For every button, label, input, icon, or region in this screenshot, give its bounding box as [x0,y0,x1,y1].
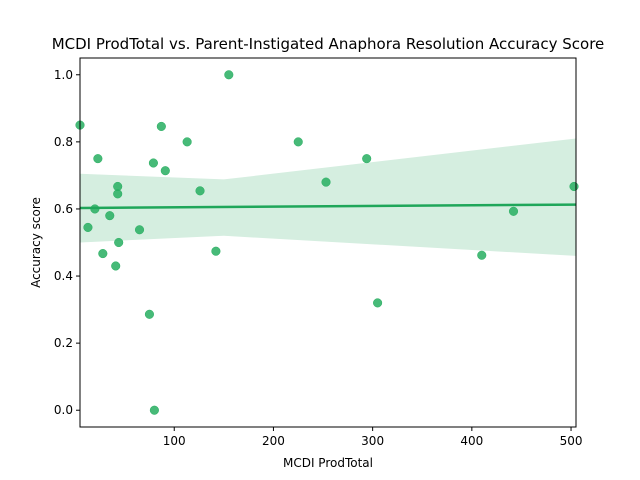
y-axis-label: Accuracy score [29,197,43,288]
data-point-23 [362,154,372,164]
y-tick-label: 0.8 [54,135,73,149]
data-point-21 [293,137,303,147]
data-point-15 [156,121,166,131]
data-point-12 [144,309,154,319]
y-axis: 0.0 0.2 0.4 0.6 0.8 1.0 [54,68,80,417]
data-point-17 [182,137,192,147]
x-tick-label: 300 [361,434,384,448]
data-point-16 [160,166,170,176]
data-point-20 [224,70,234,80]
x-tick-label: 100 [163,434,186,448]
regression-layer [79,203,577,210]
y-tick-label: 0.0 [54,403,73,417]
points-layer [75,70,579,415]
x-axis-label: MCDI ProdTotal [283,456,373,470]
chart-title: MCDI ProdTotal vs. Parent-Instigated Ana… [52,35,605,53]
x-tick-label: 500 [560,434,583,448]
data-point-26 [508,206,519,216]
plot-frame [79,57,577,428]
data-point-5 [98,249,108,259]
y-tick-label: 1.0 [54,68,73,82]
data-point-22 [321,177,331,187]
x-tick-label: 200 [262,434,285,448]
data-point-18 [195,186,205,196]
data-point-14 [149,405,159,415]
data-point-24 [373,298,383,308]
x-axis: 100 200 300 400 500 [163,427,583,448]
y-tick-label: 0.2 [54,336,73,350]
data-point-6 [105,211,115,221]
data-point-9 [113,189,123,199]
data-point-10 [114,237,124,248]
data-point-4 [93,154,103,164]
data-point-27 [569,181,579,192]
y-tick-label: 0.6 [54,202,73,216]
confidence-band-layer [80,138,576,256]
y-tick-label: 0.4 [54,269,73,283]
data-point-19 [211,246,221,256]
data-point-25 [477,250,487,260]
data-point-11 [134,225,145,235]
regression-line [79,203,577,210]
data-point-13 [148,158,158,168]
data-point-7 [111,261,121,271]
data-point-2 [83,222,93,232]
x-tick-label: 400 [460,434,483,448]
confidence-band [80,138,576,256]
